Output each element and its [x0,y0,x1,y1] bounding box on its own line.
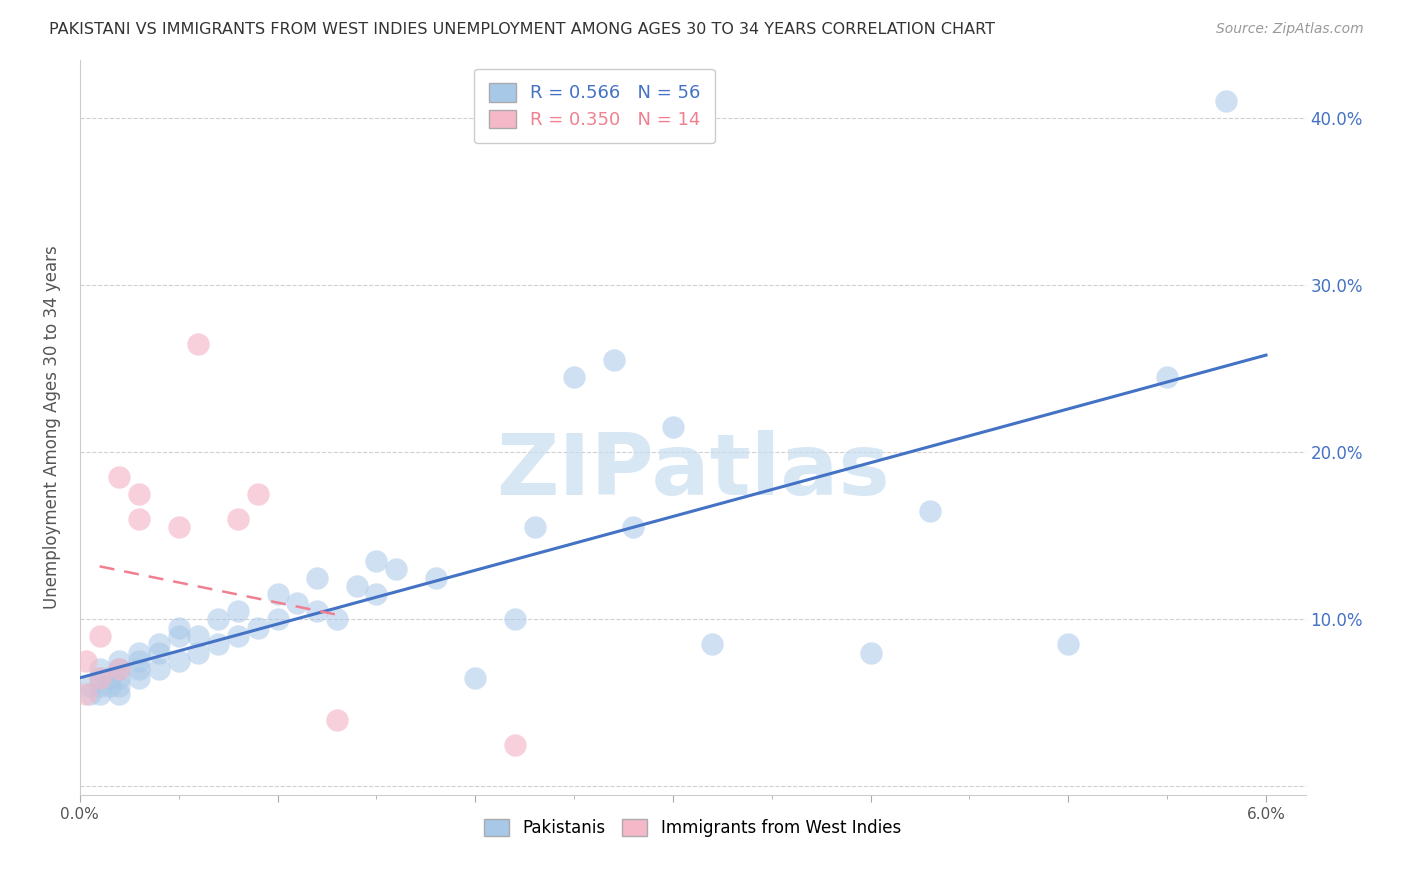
Point [167,629,190,643]
Point [98,679,121,693]
Point [366,587,388,601]
Point [89,671,111,685]
Point [128,654,150,668]
Point [75,654,97,668]
Point [246,621,269,635]
Point [98,671,121,685]
Point [167,654,190,668]
Point [346,579,368,593]
Point [918,504,941,518]
Point [89,662,111,676]
Point [108,662,131,676]
Point [128,646,150,660]
Point [859,646,882,660]
Point [523,520,546,534]
Point [148,637,170,651]
Point [207,612,229,626]
Point [326,713,349,727]
Point [1156,370,1178,384]
Point [621,520,644,534]
Point [503,738,526,752]
Point [79,688,101,702]
Point [285,596,308,610]
Text: Source: ZipAtlas.com: Source: ZipAtlas.com [1216,22,1364,37]
Point [128,662,150,676]
Point [366,554,388,568]
Text: PAKISTANI VS IMMIGRANTS FROM WEST INDIES UNEMPLOYMENT AMONG AGES 30 TO 34 YEARS : PAKISTANI VS IMMIGRANTS FROM WEST INDIES… [49,22,995,37]
Point [266,587,288,601]
Point [226,629,249,643]
Point [307,604,329,618]
Point [148,662,170,676]
Point [307,570,329,584]
Point [128,512,150,526]
Point [246,487,269,501]
Point [108,470,131,484]
Legend: Pakistanis, Immigrants from West Indies: Pakistanis, Immigrants from West Indies [477,810,910,846]
Point [602,353,624,368]
Point [128,487,150,501]
Point [187,646,209,660]
Point [108,679,131,693]
Point [167,621,190,635]
Point [187,336,209,351]
Point [167,520,190,534]
Point [207,637,229,651]
Point [385,562,408,576]
Point [503,612,526,626]
Point [108,662,131,676]
Point [79,679,101,693]
Point [108,654,131,668]
Point [108,662,131,676]
Point [89,679,111,693]
Point [702,637,724,651]
Point [89,688,111,702]
Point [266,612,288,626]
Point [226,512,249,526]
Point [464,671,486,685]
Text: ZIPatlas: ZIPatlas [496,430,890,513]
Point [89,671,111,685]
Point [226,604,249,618]
Point [326,612,349,626]
Point [148,646,170,660]
Point [89,629,111,643]
Point [75,688,97,702]
Point [1215,95,1237,109]
Point [662,420,685,434]
Y-axis label: Unemployment Among Ages 30 to 34 years: Unemployment Among Ages 30 to 34 years [44,245,60,609]
Point [1057,637,1080,651]
Point [128,671,150,685]
Point [187,629,209,643]
Point [108,671,131,685]
Point [562,370,585,384]
Point [425,570,447,584]
Point [108,688,131,702]
